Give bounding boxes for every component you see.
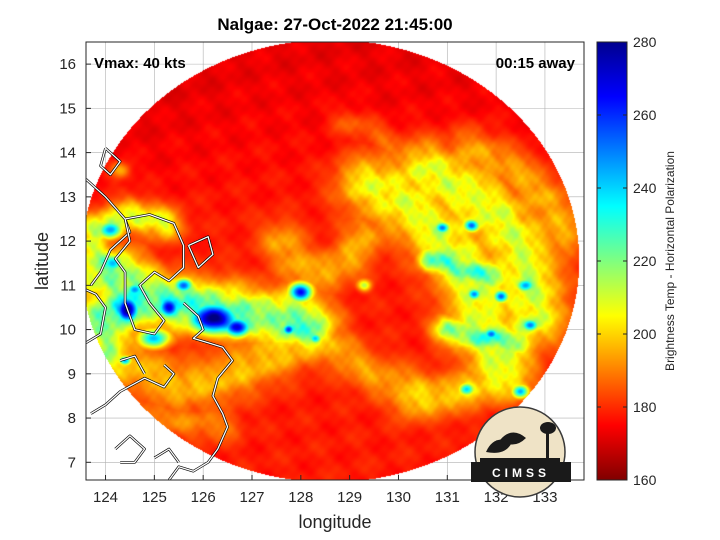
x-tick-label: 124	[93, 489, 118, 506]
x-tick-label: 129	[337, 489, 362, 506]
colorbar-ticks: 160 180 200 220 240 260 280	[597, 34, 657, 488]
logo-tower-top	[540, 422, 556, 434]
y-tick-label: 8	[68, 410, 76, 427]
plot-frame	[85, 41, 585, 481]
coastline	[120, 355, 146, 375]
x-axis-ticks: 124 125 126 127 128 129 130 131 132 133	[93, 475, 557, 506]
colorbar-tick-label: 280	[633, 34, 657, 50]
coastlines	[86, 147, 234, 480]
logo-banner	[471, 462, 571, 482]
time-away-annotation: 00:15 away	[496, 55, 576, 72]
chart-title: Nalgae: 27-Oct-2022 21:45:00	[217, 15, 452, 34]
y-axis-label: latitude	[32, 232, 52, 290]
y-tick-label: 9	[68, 366, 76, 383]
brightness-temp-swath	[86, 42, 584, 480]
colorbar-tick-label: 180	[633, 399, 657, 415]
colorbar	[596, 41, 628, 481]
logo-dish-center	[500, 432, 526, 445]
x-tick-label: 125	[142, 489, 167, 506]
coastline	[114, 213, 185, 335]
vmax-annotation: Vmax: 40 kts	[94, 55, 186, 72]
x-tick-label: 130	[386, 489, 411, 506]
y-tick-label: 11	[60, 277, 76, 294]
coastline	[86, 178, 131, 286]
y-tick-label: 7	[68, 454, 76, 471]
y-tick-label: 15	[59, 100, 76, 117]
x-axis-label: longitude	[298, 512, 371, 532]
colorbar-tick-label: 160	[633, 472, 657, 488]
x-tick-label: 126	[191, 489, 216, 506]
x-tick-label: 127	[239, 489, 264, 506]
logo-text: CIMSS	[492, 466, 550, 480]
coastline	[86, 289, 107, 344]
colorbar-tick-label: 240	[633, 180, 657, 196]
colorbar-tick-label: 260	[633, 107, 657, 123]
colorbar-label: Brightness Temp - Horizontal Polarizatio…	[663, 151, 677, 371]
y-tick-label: 14	[59, 145, 76, 162]
cimss-logo: CIMSS	[471, 406, 571, 498]
coastline	[99, 147, 121, 176]
y-tick-label: 10	[59, 322, 76, 339]
coastline	[154, 448, 180, 463]
logo-tower	[546, 430, 549, 460]
colorbar-tick-label: 200	[633, 326, 657, 342]
x-tick-label: 128	[288, 489, 313, 506]
y-tick-label: 13	[59, 189, 76, 206]
colorbar-tick-label: 220	[633, 253, 657, 269]
y-axis-ticks: 7 8 9 10 11 12 13 14 15 16	[59, 56, 91, 471]
y-tick-label: 12	[59, 233, 76, 250]
coastline	[168, 302, 234, 480]
coastline	[187, 236, 214, 269]
x-tick-label: 131	[435, 489, 460, 506]
y-tick-label: 16	[59, 56, 76, 73]
coastline	[90, 364, 175, 415]
coastline	[114, 435, 146, 463]
